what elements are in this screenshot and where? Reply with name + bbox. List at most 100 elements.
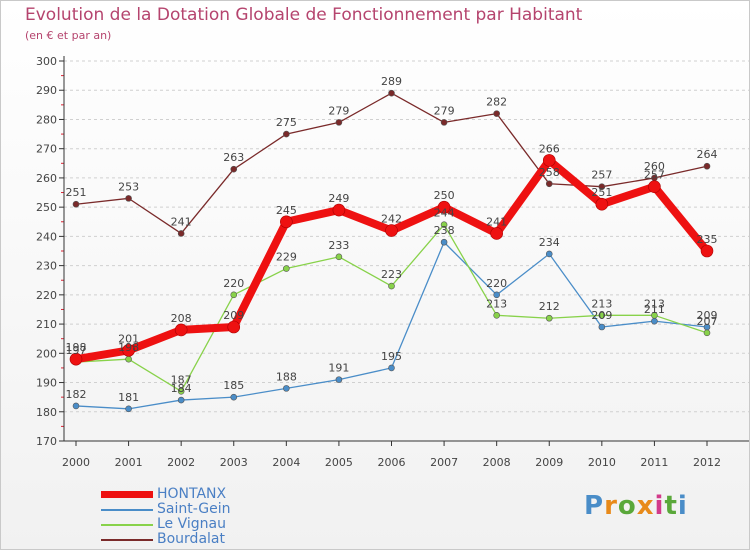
data-label: 220: [486, 277, 507, 290]
data-label: 264: [697, 148, 718, 161]
data-label: 245: [276, 204, 297, 217]
data-point: [700, 244, 714, 258]
data-point: [388, 89, 395, 97]
x-tick-label: 2005: [325, 456, 353, 469]
x-tick-label: 2004: [272, 456, 300, 469]
data-point: [69, 352, 83, 366]
legend-item: Saint-Gein: [101, 502, 231, 517]
logo-letter: i: [677, 491, 688, 521]
y-tick-label: 170: [36, 435, 57, 448]
data-point: [598, 323, 606, 331]
data-point: [280, 215, 293, 229]
legend-swatch: [101, 491, 153, 498]
y-tick-label: 220: [36, 289, 57, 302]
y-tick-label: 290: [36, 84, 57, 97]
data-label: 195: [381, 350, 402, 363]
data-label: 238: [434, 224, 455, 237]
logo-letter: P: [584, 491, 605, 521]
data-point: [177, 388, 185, 395]
data-point: [437, 200, 451, 214]
logo-letter: r: [604, 491, 618, 521]
data-label: 250: [434, 189, 455, 202]
data-label: 209: [223, 309, 244, 322]
data-label: 279: [328, 104, 349, 117]
data-label: 279: [434, 104, 455, 117]
data-label: 257: [591, 169, 612, 182]
data-point: [545, 314, 553, 322]
data-point: [545, 250, 553, 258]
data-label: 208: [171, 312, 192, 325]
data-point: [177, 230, 185, 237]
x-tick-label: 2000: [62, 456, 90, 469]
data-label: 182: [66, 388, 87, 401]
x-tick-label: 2007: [430, 456, 458, 469]
data-label: 253: [118, 180, 139, 193]
legend-label: HONTANX: [157, 486, 227, 502]
data-label: 213: [591, 297, 612, 310]
data-label: 220: [223, 277, 244, 290]
data-label: 242: [381, 213, 402, 226]
chart-legend: HONTANX Saint-Gein Le Vignau Bourdalat: [101, 487, 231, 547]
data-label: 275: [276, 116, 297, 129]
data-label: 198: [118, 341, 139, 354]
data-point: [388, 282, 395, 290]
legend-label: Saint-Gein: [157, 501, 231, 517]
data-point: [72, 402, 80, 410]
data-point: [493, 291, 500, 299]
data-label: 233: [328, 239, 349, 252]
data-point: [230, 291, 238, 299]
data-label: 213: [644, 297, 665, 310]
x-tick-label: 2001: [115, 456, 143, 469]
data-label: 213: [486, 297, 507, 310]
data-point: [283, 130, 290, 138]
data-label: 185: [223, 379, 244, 392]
y-tick-label: 260: [36, 172, 57, 185]
y-tick-label: 250: [36, 201, 57, 214]
data-label: 211: [644, 303, 665, 316]
data-point: [493, 312, 500, 319]
y-tick-label: 240: [36, 230, 57, 243]
data-point: [598, 183, 606, 190]
legend-swatch: [101, 538, 153, 541]
data-point: [490, 227, 503, 240]
data-point: [648, 180, 661, 193]
data-label: 187: [171, 373, 192, 386]
data-point: [385, 224, 398, 237]
logo-letter: i: [654, 491, 665, 521]
data-point: [283, 265, 290, 272]
y-tick-label: 300: [36, 55, 57, 68]
y-tick-label: 230: [36, 260, 57, 273]
data-point: [125, 355, 132, 363]
data-point: [440, 119, 448, 126]
data-point: [545, 180, 553, 188]
data-label: 197: [66, 344, 87, 357]
x-tick-label: 2006: [378, 456, 406, 469]
data-point: [227, 320, 241, 334]
y-tick-label: 180: [36, 406, 57, 419]
data-label: 258: [539, 166, 560, 179]
data-point: [542, 154, 556, 167]
legend-item: Bourdalat: [101, 532, 231, 547]
y-tick-label: 210: [36, 318, 57, 331]
data-label: 257: [644, 169, 665, 182]
data-point: [388, 364, 395, 372]
data-label: 207: [697, 315, 718, 328]
data-label: 241: [171, 215, 192, 228]
chart-title: Evolution de la Dotation Globale de Fonc…: [25, 5, 583, 25]
data-label: 191: [328, 362, 349, 375]
legend-label: Bourdalat: [157, 531, 225, 547]
logo-letter: x: [636, 491, 655, 521]
y-tick-label: 270: [36, 143, 57, 156]
data-label: 251: [66, 186, 87, 199]
series-line: [75, 156, 711, 364]
data-label: 209: [591, 309, 612, 322]
logo-letter: t: [664, 491, 678, 521]
data-point: [703, 329, 711, 337]
chart-subtitle: (en € et par an): [25, 29, 112, 42]
data-point: [703, 162, 711, 170]
data-label: 188: [276, 370, 297, 383]
x-tick-label: 2012: [693, 456, 721, 469]
data-label: 249: [328, 192, 349, 205]
